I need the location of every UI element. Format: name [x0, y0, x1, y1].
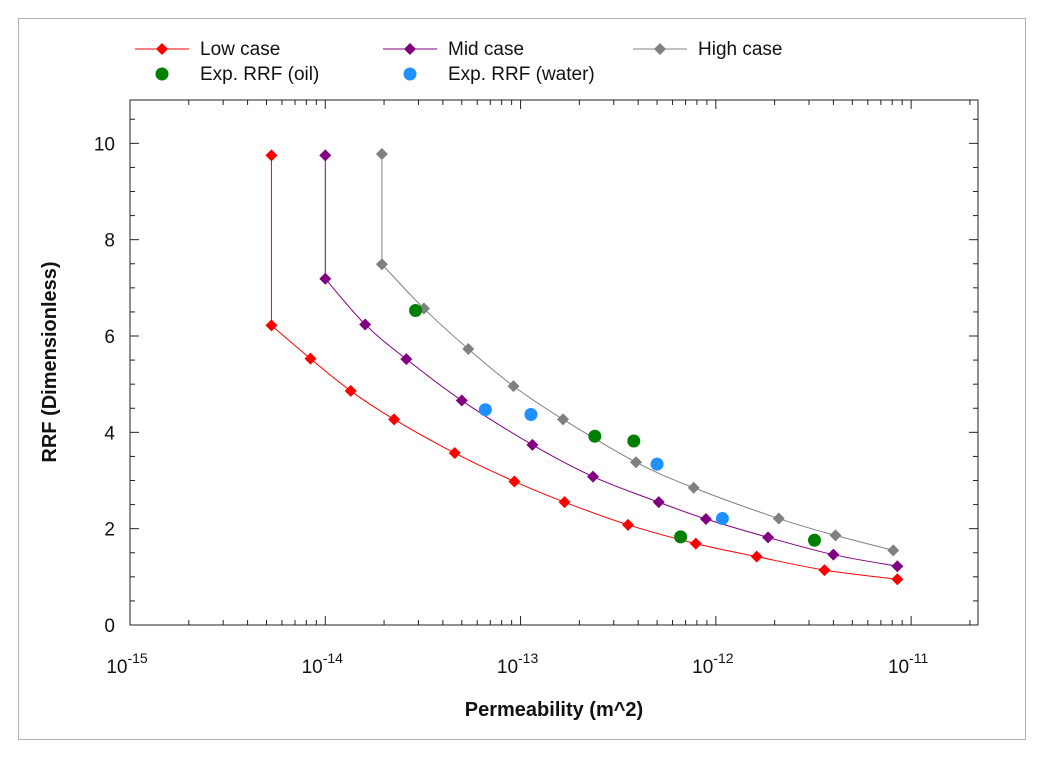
- data-point-mid-case: [891, 560, 904, 573]
- data-point-low-case: [750, 550, 763, 563]
- data-point-exp-rrf-oil: [409, 303, 423, 317]
- data-point-exp-rrf-oil: [588, 429, 602, 443]
- data-point-low-case: [388, 413, 401, 426]
- plot-area: [129, 99, 979, 626]
- data-point-high-case: [507, 380, 520, 393]
- data-point-low-case: [265, 149, 278, 162]
- data-point-exp-rrf-water: [715, 512, 729, 526]
- data-point-high-case: [887, 544, 900, 557]
- series-line-mid-case: [324, 155, 898, 567]
- legend-marker-exp-rrf-oil: [155, 67, 169, 81]
- legend: Low case Mid case High case Exp. RRF (oil) E…: [135, 39, 783, 85]
- data-point-high-case: [462, 343, 475, 356]
- series-lines: [270, 153, 898, 580]
- data-point-low-case: [265, 319, 278, 332]
- data-point-exp-rrf-oil: [627, 434, 641, 448]
- y-tick-label: 2: [104, 520, 115, 541]
- legend-marker-high-case: [654, 43, 666, 55]
- legend-marker-exp-rrf-water: [403, 67, 417, 81]
- x-tick-label: 10-15: [106, 650, 148, 678]
- data-point-mid-case: [762, 531, 775, 544]
- data-point-exp-rrf-water: [478, 403, 492, 417]
- y-tick-label: 0: [104, 616, 115, 637]
- data-point-mid-case: [827, 548, 840, 561]
- legend-label-mid-case: Mid case: [448, 39, 524, 60]
- data-point-low-case: [508, 475, 521, 488]
- data-point-low-case: [304, 352, 317, 365]
- y-axis: 0 2 4 6 8 10: [94, 118, 978, 637]
- data-point-mid-case: [652, 496, 665, 509]
- series-line-high-case: [381, 153, 894, 551]
- legend-label-low-case: Low case: [200, 39, 280, 60]
- data-point-high-case: [375, 147, 388, 160]
- series-line-low-case: [270, 155, 898, 580]
- chart-frame: [18, 18, 1026, 740]
- data-point-high-case: [829, 529, 842, 542]
- x-tick-label: 10-14: [302, 650, 344, 678]
- y-tick-label: 10: [94, 134, 115, 155]
- series-marks: [265, 147, 904, 586]
- y-tick-label: 4: [104, 423, 115, 444]
- x-tick-label: 10-11: [888, 650, 929, 678]
- data-point-low-case: [622, 518, 635, 531]
- data-point-low-case: [891, 573, 904, 586]
- data-point-exp-rrf-oil: [674, 530, 688, 544]
- y-axis-title: RRF (Dimensionless): [39, 261, 61, 462]
- x-tick-label: 10-13: [497, 650, 539, 678]
- data-point-mid-case: [400, 353, 413, 366]
- data-point-mid-case: [319, 149, 332, 162]
- data-point-mid-case: [699, 513, 712, 526]
- x-axis-title: Permeability (m^2): [465, 699, 643, 721]
- y-tick-label: 6: [104, 327, 115, 348]
- data-point-low-case: [344, 384, 357, 397]
- data-point-mid-case: [359, 318, 372, 331]
- x-tick-label: 10-12: [692, 650, 734, 678]
- legend-marker-mid-case: [404, 43, 416, 55]
- data-point-exp-rrf-oil: [807, 533, 821, 547]
- data-point-high-case: [557, 413, 570, 426]
- data-point-high-case: [375, 258, 388, 271]
- data-point-mid-case: [319, 272, 332, 285]
- data-point-mid-case: [455, 394, 468, 407]
- legend-label-exp-rrf-oil: Exp. RRF (oil): [200, 64, 319, 85]
- legend-label-exp-rrf-water: Exp. RRF (water): [448, 64, 595, 85]
- data-point-high-case: [687, 481, 700, 494]
- y-tick-label: 8: [104, 231, 115, 252]
- data-point-exp-rrf-water: [524, 408, 538, 422]
- data-point-high-case: [772, 512, 785, 525]
- data-point-exp-rrf-water: [650, 457, 664, 471]
- data-point-low-case: [448, 447, 461, 460]
- legend-label-high-case: High case: [698, 39, 783, 60]
- legend-marker-low-case: [156, 43, 168, 55]
- data-point-mid-case: [526, 438, 539, 451]
- data-point-mid-case: [587, 470, 600, 483]
- x-axis: 10-15 10-14 10-13 10-12 10-11: [106, 100, 971, 678]
- data-point-low-case: [689, 537, 702, 550]
- data-point-low-case: [818, 564, 831, 577]
- data-point-high-case: [629, 456, 642, 469]
- data-point-low-case: [558, 496, 571, 509]
